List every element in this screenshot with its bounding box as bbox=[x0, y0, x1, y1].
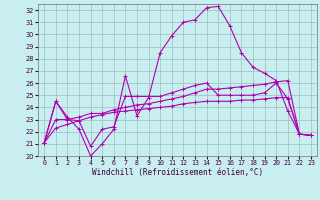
X-axis label: Windchill (Refroidissement éolien,°C): Windchill (Refroidissement éolien,°C) bbox=[92, 168, 263, 177]
